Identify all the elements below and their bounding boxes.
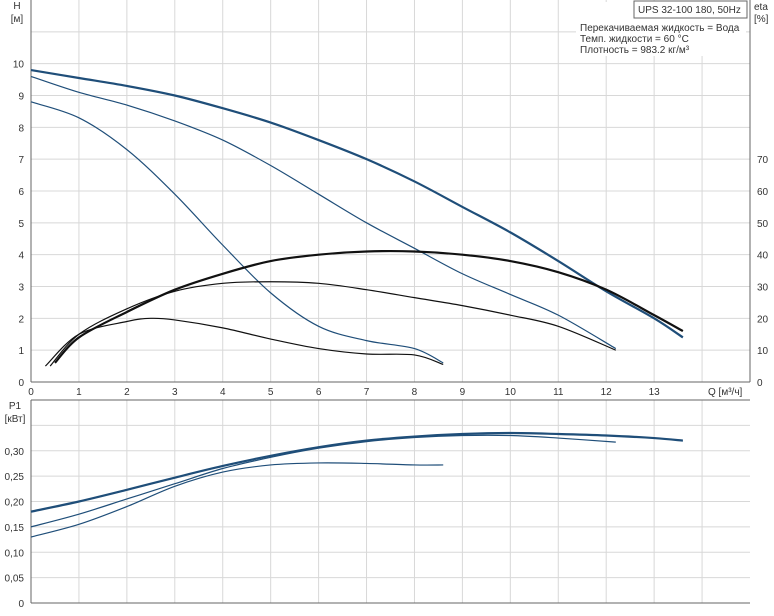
x-axis-label: Q [м³/ч] [708, 387, 743, 398]
x-tick-label: 8 [412, 387, 418, 398]
y-tick-label: 0,25 [5, 472, 25, 483]
x-tick-label: 1 [76, 387, 82, 398]
y2-tick-label: 60 [757, 187, 769, 198]
power-curve [30, 462, 444, 538]
power-curve [30, 434, 616, 528]
y2-tick-label: 50 [757, 219, 769, 230]
y-tick-label: 9 [18, 92, 24, 103]
head-curve [30, 101, 444, 364]
x-tick-label: 0 [28, 387, 34, 398]
efficiency-curve [54, 249, 684, 364]
chart-title: UPS 32-100 180, 50Hz [638, 5, 741, 16]
power-curve [30, 431, 683, 513]
x-tick-label: 10 [505, 387, 517, 398]
efficiency-curve [44, 317, 444, 367]
efficiency-curve [49, 281, 617, 367]
x-tick-label: 9 [460, 387, 466, 398]
y-tick-label: 0,30 [5, 447, 25, 458]
y2-axis-label: eta [754, 2, 768, 13]
y-tick-label: 0 [18, 599, 24, 610]
y-tick-label: 4 [18, 251, 24, 262]
y-tick-label: 10 [13, 60, 25, 71]
power-axis-label: P1 [9, 401, 22, 412]
x-tick-label: 6 [316, 387, 322, 398]
y-tick-label: 6 [18, 187, 24, 198]
y2-tick-label: 0 [757, 378, 763, 389]
y-tick-label: 0,20 [5, 498, 25, 509]
y2-tick-label: 40 [757, 251, 769, 262]
y-tick-label: 0,15 [5, 523, 25, 534]
curves [30, 68, 684, 538]
y-tick-label: 7 [18, 155, 24, 166]
power-axis-unit: [кВт] [5, 414, 26, 425]
x-tick-label: 12 [601, 387, 613, 398]
x-tick-label: 5 [268, 387, 274, 398]
y-tick-label: 0,05 [5, 574, 25, 585]
y-tick-label: 1 [18, 346, 24, 357]
y-tick-label: 2 [18, 314, 24, 325]
y-axis-unit: [м] [11, 14, 24, 25]
y2-axis-unit: [%] [754, 14, 769, 25]
info-box: UPS 32-100 180, 50Hz Перекачиваемая жидк… [576, 0, 748, 56]
y2-tick-label: 30 [757, 283, 769, 294]
y2-tick-label: 70 [757, 155, 769, 166]
y-tick-label: 8 [18, 123, 24, 134]
head-curve [30, 68, 684, 339]
x-tick-label: 13 [649, 387, 661, 398]
x-tick-label: 7 [364, 387, 370, 398]
x-tick-label: 11 [553, 387, 564, 398]
power-plot-grid [30, 399, 750, 604]
fluid-annotation: Перекачиваемая жидкость = Вода [580, 23, 740, 34]
y2-tick-label: 10 [757, 346, 769, 357]
density-annotation: Плотность = 983.2 кг/м³ [580, 45, 690, 56]
y-tick-label: 5 [18, 219, 24, 230]
y-axis-label: H [13, 1, 20, 12]
y2-tick-label: 20 [757, 314, 769, 325]
y-tick-label: 0 [18, 378, 24, 389]
x-tick-label: 2 [124, 387, 130, 398]
x-tick-label: 3 [172, 387, 178, 398]
head-plot-grid [30, 0, 751, 383]
temperature-annotation: Темп. жидкости = 60 °C [580, 34, 689, 45]
y-tick-label: 0,10 [5, 548, 25, 559]
x-tick-label: 4 [220, 387, 226, 398]
axis-labels: 0 1 2 3 4 5 6 7 8 9 10 11 12 130123456789100102030405… [5, 1, 769, 610]
head-curve [30, 75, 617, 350]
y-tick-label: 3 [18, 283, 24, 294]
